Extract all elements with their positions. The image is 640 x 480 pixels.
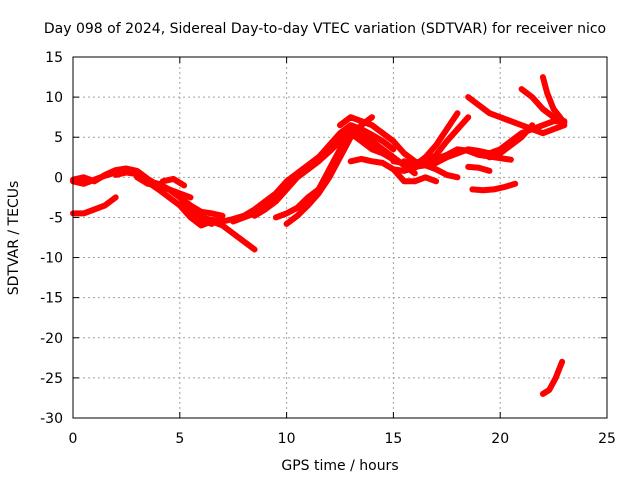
y-ticks: -30 -25 -20 -15 -10 -5 0 5 10 15 bbox=[40, 50, 607, 427]
series-line-arc20 bbox=[465, 94, 568, 137]
y-axis-label: SDTVAR / TECUs bbox=[6, 181, 22, 296]
series-line-arc19 bbox=[469, 180, 519, 194]
y-tick-label: -20 bbox=[40, 331, 63, 347]
series-line-arc11 bbox=[283, 114, 375, 227]
x-tick-label: 10 bbox=[278, 431, 296, 447]
x-tick-label: 25 bbox=[598, 431, 616, 447]
x-tick-label: 15 bbox=[384, 431, 402, 447]
series-line-arc3 bbox=[70, 194, 119, 217]
x-tick-label: 0 bbox=[69, 431, 78, 447]
series-line-arc10 bbox=[272, 130, 397, 221]
series-line-arc6 bbox=[159, 175, 188, 189]
series-line-arc22 bbox=[518, 86, 568, 125]
y-tick-label: 15 bbox=[45, 50, 63, 66]
x-ticks: 0 5 10 15 20 25 bbox=[69, 57, 616, 447]
y-tick-label: -30 bbox=[40, 411, 63, 427]
y-tick-label: -15 bbox=[40, 291, 63, 307]
series-group bbox=[70, 74, 568, 397]
series-line-arc24 bbox=[539, 358, 566, 397]
chart-title: Day 098 of 2024, Sidereal Day-to-day VTE… bbox=[44, 21, 606, 37]
x-tick-label: 20 bbox=[491, 431, 509, 447]
x-tick-label: 5 bbox=[175, 431, 184, 447]
x-axis-label: GPS time / hours bbox=[281, 458, 398, 474]
grid bbox=[73, 57, 607, 418]
y-tick-label: -10 bbox=[40, 251, 63, 267]
plot-frame bbox=[72, 56, 608, 419]
series-line-arc21 bbox=[486, 122, 536, 161]
series-line-arc23 bbox=[539, 74, 568, 126]
series-line-arc18 bbox=[465, 163, 493, 174]
y-tick-label: 5 bbox=[54, 130, 63, 146]
y-tick-label: 0 bbox=[54, 170, 63, 186]
y-tick-label: 10 bbox=[45, 90, 63, 106]
y-tick-label: -5 bbox=[49, 210, 63, 226]
series-line-arc5 bbox=[134, 174, 194, 201]
y-tick-label: -25 bbox=[40, 371, 63, 387]
